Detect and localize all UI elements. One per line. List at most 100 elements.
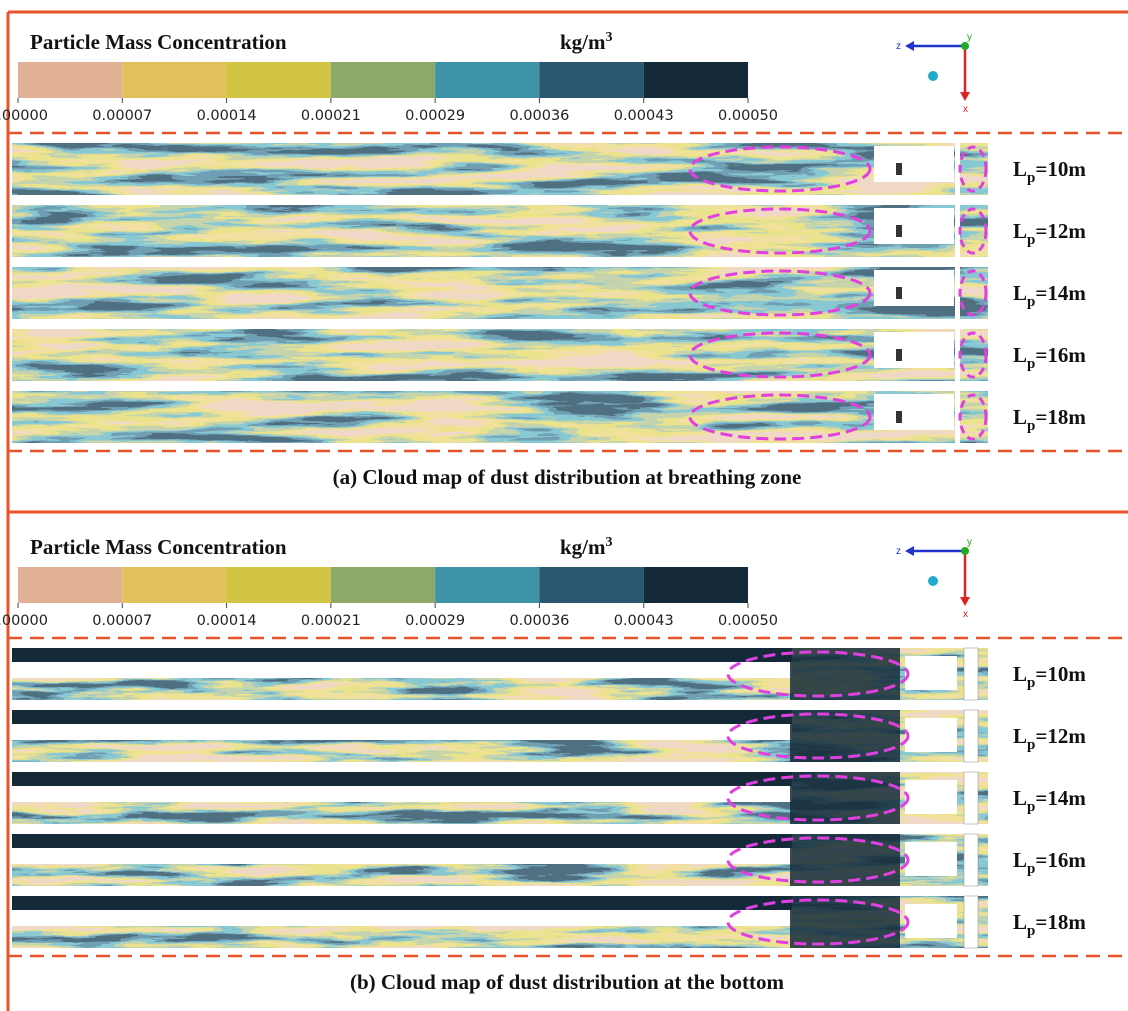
outlet-region [905, 656, 957, 690]
axis-z-head [905, 546, 914, 556]
row-label-rest: =12m [1035, 219, 1086, 243]
gap [964, 772, 978, 824]
vortex-region [790, 772, 900, 824]
axis-label: y [967, 32, 972, 43]
colorbar-segment [539, 567, 643, 603]
outlet-marker [896, 349, 902, 361]
colorbar-segment [227, 62, 331, 98]
outlet-region [905, 780, 957, 814]
colorbar-segment [644, 62, 748, 98]
colorbar-tick-label: 0.00014 [197, 108, 257, 124]
vortex-region [790, 834, 900, 886]
row-label-rest: =18m [1035, 405, 1086, 429]
row-label-sub: p [1027, 170, 1035, 186]
gap [964, 710, 978, 762]
row-label-sub: p [1027, 418, 1035, 434]
colorbar-segment [435, 567, 539, 603]
row-label-main: L [1013, 848, 1027, 872]
colorbar-segment [539, 62, 643, 98]
colorbar-segment [122, 62, 226, 98]
outlet-marker [896, 287, 902, 299]
outlet-marker [896, 225, 902, 237]
row-label-rest: =16m [1035, 848, 1086, 872]
row-label-rest: =10m [1035, 157, 1086, 181]
colorbar-tick-label: 0.00043 [614, 613, 674, 629]
empty-band [12, 724, 792, 740]
gap [964, 834, 978, 886]
row-label-sub: p [1027, 294, 1035, 310]
contour-strip [12, 143, 988, 195]
row-label-main: L [1013, 786, 1027, 810]
row-label-sub: p [1027, 861, 1035, 877]
outlet-region [874, 208, 954, 244]
row-label-rest: =14m [1035, 786, 1086, 810]
top-band [12, 648, 792, 662]
row-label-rest: =18m [1035, 910, 1086, 934]
outlet-region [874, 270, 954, 306]
row-label: Lp=18m [1013, 405, 1086, 434]
row-label-main: L [1013, 724, 1027, 748]
axis-label: z [896, 546, 901, 557]
row-label-sub: p [1027, 675, 1035, 691]
empty-band [12, 662, 792, 678]
outlet-region [905, 904, 957, 938]
axis-y [961, 42, 969, 50]
row-label-main: L [1013, 662, 1027, 686]
row-label: Lp=10m [1013, 662, 1086, 691]
colorbar-segment [331, 567, 435, 603]
outlet-marker [896, 163, 902, 175]
row-label: Lp=10m [1013, 157, 1086, 186]
row-label-sub: p [1027, 923, 1035, 939]
row-label: Lp=14m [1013, 281, 1086, 310]
contour-strip [12, 205, 988, 257]
top-band [12, 896, 792, 910]
outlet-region [905, 718, 957, 752]
colorbar-segment [644, 567, 748, 603]
colorbar-tick-label: 0.00050 [718, 108, 778, 124]
axis-label: x [963, 609, 968, 620]
row-label-sub: p [1027, 232, 1035, 248]
empty-band [12, 786, 792, 802]
axis-marker [928, 576, 938, 586]
colorbar-segment [122, 567, 226, 603]
outlet-region [874, 332, 954, 368]
empty-band [12, 910, 792, 926]
row-label: Lp=16m [1013, 848, 1086, 877]
colorbar-tick-label: 0.00021 [301, 613, 361, 629]
caption: (b) Cloud map of dust distribution at th… [350, 970, 785, 994]
outlet-marker [896, 411, 902, 423]
colorbar-segment [435, 62, 539, 98]
row-label: Lp=14m [1013, 786, 1086, 815]
axis-marker [928, 71, 938, 81]
legend-title: Particle Mass Concentration [30, 30, 287, 54]
row-label: Lp=16m [1013, 343, 1086, 372]
colorbar-tick-label: 0.00021 [301, 108, 361, 124]
colorbar-tick-label: 0.00043 [614, 108, 674, 124]
colorbar-tick-label: 0.00050 [718, 613, 778, 629]
row-label-main: L [1013, 281, 1027, 305]
row-label-rest: =10m [1035, 662, 1086, 686]
top-band [12, 834, 792, 848]
vortex-region [790, 710, 900, 762]
axis-label: z [896, 41, 901, 52]
vortex-region [790, 648, 900, 700]
contour-strip [12, 267, 988, 319]
colorbar-segment [227, 567, 331, 603]
row-label-rest: =12m [1035, 724, 1086, 748]
caption: (a) Cloud map of dust distribution at br… [333, 465, 802, 489]
figure: Particle Mass Concentrationkg/m30.000000… [0, 0, 1128, 1011]
row-label-main: L [1013, 910, 1027, 934]
outlet-region [874, 146, 954, 182]
legend-title: Particle Mass Concentration [30, 535, 287, 559]
row-label-main: L [1013, 343, 1027, 367]
axis-z-head [905, 41, 914, 51]
row-label-main: L [1013, 219, 1027, 243]
row-label-sub: p [1027, 737, 1035, 753]
contour-strip [12, 329, 988, 381]
colorbar-tick-label: 0.00007 [92, 613, 152, 629]
colorbar-tick-label: 0.00007 [92, 108, 152, 124]
colorbar-segment [331, 62, 435, 98]
axis-label: x [963, 104, 968, 115]
colorbar-tick-label: 0.00036 [509, 613, 569, 629]
colorbar-tick-label: 0.00000 [0, 108, 48, 124]
